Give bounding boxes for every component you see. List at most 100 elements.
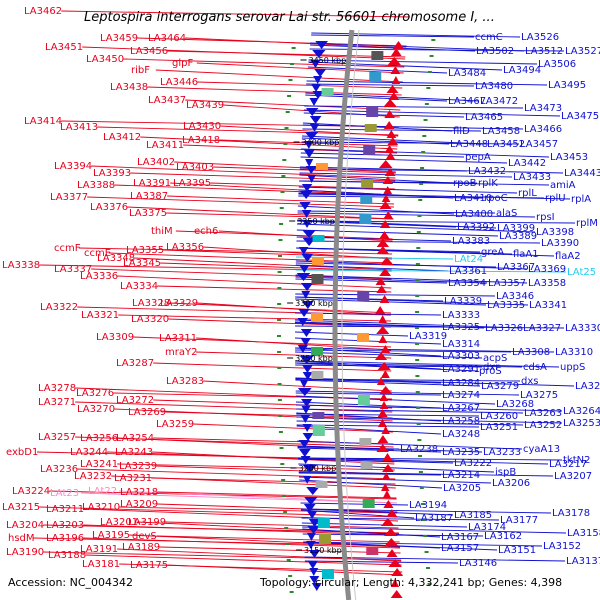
label-connector-right	[304, 556, 566, 562]
gene-label-left: LA3338	[2, 260, 40, 271]
gene-label-right: fliD	[453, 126, 470, 137]
label-connector-left	[108, 252, 392, 264]
scale-tick	[423, 535, 428, 537]
gene-label-right: rplU	[545, 193, 566, 204]
cds-right-arrow	[309, 568, 319, 576]
scale-tick	[285, 111, 290, 113]
gene-label-left: LA3210	[82, 502, 120, 513]
label-connector-right	[295, 293, 496, 297]
label-connector-right	[295, 390, 520, 396]
gene-label-right: cyaA13	[523, 444, 560, 455]
feature-block	[357, 395, 370, 405]
label-connector-left	[119, 506, 398, 514]
label-connector-left	[117, 463, 395, 471]
label-connector-left	[174, 161, 396, 173]
gene-label-right: LA3310	[555, 347, 593, 358]
label-connector-left	[152, 451, 395, 465]
feature-block	[311, 313, 324, 322]
gene-label-right: LA3146	[459, 558, 497, 569]
label-connector-right	[311, 34, 475, 38]
cds-right-arrow	[312, 50, 326, 58]
gene-label-left: LA3195	[92, 530, 130, 541]
cds-left-arrow	[379, 401, 389, 409]
gene-label-left: LA3199	[128, 517, 166, 528]
cds-left-arrow	[384, 110, 395, 118]
label-connector-right	[295, 360, 442, 370]
gene-label-left: devS	[132, 531, 157, 542]
gene-label-left: LA3356	[166, 242, 204, 253]
label-connector-right	[295, 298, 487, 306]
gene-label-left: LA3209	[120, 499, 158, 510]
feature-block	[322, 569, 335, 579]
gene-label-left: LA3278	[38, 383, 76, 394]
scale-tick	[278, 255, 283, 257]
cds-right-arrow	[296, 273, 311, 281]
gene-label-right: dxr	[483, 362, 500, 373]
gene-label-right: LA3494	[503, 65, 541, 76]
label-connector-left	[185, 99, 401, 111]
label-connector-right	[299, 166, 564, 174]
gene-label-left: LA3272	[116, 395, 154, 406]
label-connector-right	[295, 269, 567, 273]
label-connector-right	[304, 105, 524, 109]
feature-block	[359, 214, 372, 224]
label-connector-left	[130, 172, 396, 182]
feature-block	[319, 534, 332, 544]
cds-right-arrow	[301, 291, 311, 299]
gene-label-left: LA3271	[38, 397, 76, 408]
gene-label-right: LA3252	[524, 420, 562, 431]
cds-left-arrow	[382, 472, 391, 480]
gene-label-right: LA3284	[442, 378, 480, 389]
label-connector-left	[118, 490, 397, 504]
label-connector-right	[304, 560, 459, 564]
label-connector-left	[196, 337, 392, 351]
gene-label-right: LA3238	[400, 444, 438, 455]
scale-tick	[427, 583, 432, 585]
cds-right-arrow	[297, 345, 309, 353]
label-connector-left	[167, 50, 406, 58]
cds-left-arrow	[384, 528, 398, 536]
feature-block	[364, 124, 377, 132]
cds-left-arrow	[379, 268, 392, 276]
gene-label-right: LA3187	[415, 513, 453, 524]
feature-block	[312, 425, 325, 436]
gene-label-left: LA3320	[131, 314, 169, 325]
gene-label-right: LA3326	[485, 323, 523, 334]
cds-right-arrow	[301, 406, 311, 414]
gene-label-left: LA3328	[132, 298, 170, 309]
scale-tick	[415, 311, 420, 313]
scale-tick	[416, 423, 421, 425]
gene-label-left: LA3239	[119, 461, 157, 472]
cds-left-arrow	[386, 130, 397, 138]
cds-left-arrow	[384, 145, 395, 153]
cds-right-arrow	[314, 69, 327, 77]
kbp-label: 3450 kbp	[309, 56, 347, 65]
label-connector-right	[298, 189, 454, 199]
cds-right-arrow	[302, 372, 313, 380]
label-connector-right	[298, 472, 442, 476]
gene-label-right: proS	[479, 366, 502, 377]
gene-label-right: LA3443	[564, 168, 600, 179]
gene-label-left: LA3218	[120, 487, 158, 498]
kbp-label: 3350 kbp	[297, 217, 335, 226]
gene-label-left: LA3224	[12, 486, 50, 497]
gene-label-left: LA3395	[173, 178, 211, 189]
gene-label-left: LA3412	[103, 132, 141, 143]
label-connector-right	[300, 502, 409, 506]
cds-right-arrow	[300, 329, 313, 337]
scale-tick	[277, 399, 282, 401]
scale-tick	[425, 567, 430, 569]
label-connector-left	[129, 534, 401, 548]
scale-tick	[418, 199, 423, 201]
scale-tick	[424, 103, 429, 105]
label-connector-left	[127, 206, 394, 220]
gene-label-right: LA3268	[496, 399, 534, 410]
cds-right-arrow	[307, 175, 316, 183]
cds-right-arrow	[311, 84, 321, 92]
cds-left-arrow	[382, 453, 393, 461]
gene-label-right: LA3367	[497, 262, 535, 273]
scale-tick	[417, 439, 422, 441]
label-connector-right	[295, 276, 488, 284]
scale-tick	[278, 431, 283, 433]
scale-tick	[278, 239, 283, 241]
